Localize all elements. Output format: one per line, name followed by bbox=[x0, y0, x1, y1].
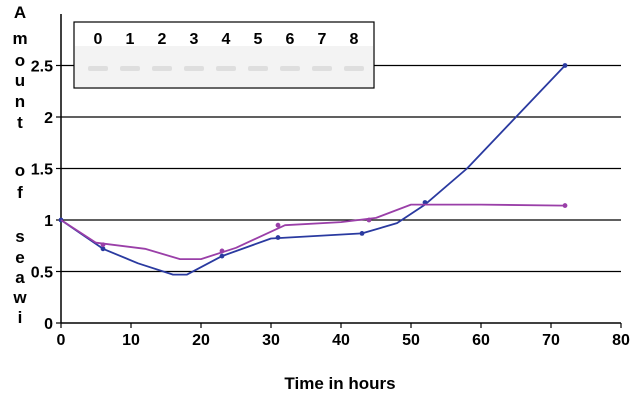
data-point bbox=[366, 217, 372, 223]
y-label-letter: f bbox=[17, 183, 23, 202]
y-tick-label: 1.5 bbox=[31, 162, 53, 179]
gel-band bbox=[216, 66, 236, 71]
y-tick-label: 2.5 bbox=[31, 59, 53, 76]
lane-label: 5 bbox=[254, 31, 263, 48]
y-label-letter: n bbox=[15, 92, 25, 111]
y-tick-label: 2 bbox=[44, 110, 53, 127]
x-tick-label: 50 bbox=[402, 332, 420, 349]
series-line bbox=[60, 64, 566, 276]
gel-band bbox=[88, 66, 108, 71]
y-tick-label: 1 bbox=[44, 213, 53, 230]
y-label-letter: m bbox=[12, 29, 27, 48]
y-label-letter: i bbox=[18, 308, 23, 327]
data-point bbox=[562, 203, 568, 208]
y-label-letter: e bbox=[15, 248, 24, 267]
lane-label: 6 bbox=[286, 31, 295, 48]
series-layer bbox=[58, 63, 568, 276]
data-point bbox=[422, 200, 428, 205]
x-tick-label: 80 bbox=[612, 332, 630, 349]
data-point bbox=[219, 248, 225, 254]
x-tick-label: 20 bbox=[192, 332, 210, 349]
series-2 bbox=[60, 203, 568, 260]
lane-label: 7 bbox=[318, 31, 327, 48]
y-tick-label: 0 bbox=[44, 316, 53, 333]
x-tick-label: 40 bbox=[332, 332, 350, 349]
gel-band bbox=[344, 66, 364, 71]
y-label-letter: o bbox=[15, 161, 25, 180]
x-tick-label: 70 bbox=[542, 332, 560, 349]
gel-inset: 0 1 2 3 4 5 6 7 8 bbox=[73, 21, 375, 89]
gel-band bbox=[312, 66, 332, 71]
gel-band bbox=[184, 66, 204, 71]
data-point bbox=[275, 222, 281, 228]
lane-label: 4 bbox=[222, 31, 231, 48]
lane-label: 3 bbox=[190, 31, 199, 48]
y-tick-labels: 0 0.5 1 1.5 2 2.5 bbox=[31, 59, 53, 334]
x-tick-labels: 0 10 20 30 40 50 60 70 80 bbox=[57, 332, 630, 349]
gel-band bbox=[248, 66, 268, 71]
gel-band bbox=[280, 66, 300, 71]
y-label-letter: A bbox=[14, 3, 26, 22]
lane-label: 0 bbox=[94, 31, 103, 48]
data-point bbox=[100, 246, 106, 252]
y-label-letter: o bbox=[15, 51, 25, 70]
data-point bbox=[100, 242, 106, 248]
series-line bbox=[60, 203, 566, 260]
y-tick-label: 0.5 bbox=[31, 265, 53, 282]
gridlines bbox=[61, 64, 621, 273]
data-point bbox=[359, 230, 365, 236]
y-label-letter: u bbox=[15, 71, 25, 90]
y-label-letter: w bbox=[12, 288, 27, 307]
lane-label: 2 bbox=[158, 31, 167, 48]
x-tick-label: 60 bbox=[472, 332, 490, 349]
lane-label: 8 bbox=[350, 31, 359, 48]
lane-label: 1 bbox=[126, 31, 135, 48]
x-tick-label: 10 bbox=[122, 332, 140, 349]
x-tick-label: 0 bbox=[57, 332, 66, 349]
data-point bbox=[219, 253, 225, 259]
axes bbox=[56, 14, 622, 328]
data-point bbox=[562, 63, 568, 68]
data-point bbox=[275, 235, 281, 240]
x-tick-label: 30 bbox=[262, 332, 280, 349]
y-label-letter: t bbox=[17, 113, 23, 132]
y-label-letter: a bbox=[15, 268, 25, 287]
x-axis-label: Time in hours bbox=[284, 374, 395, 393]
gel-band bbox=[152, 66, 172, 71]
y-label-letter: s bbox=[15, 227, 24, 246]
gel-band bbox=[120, 66, 140, 71]
